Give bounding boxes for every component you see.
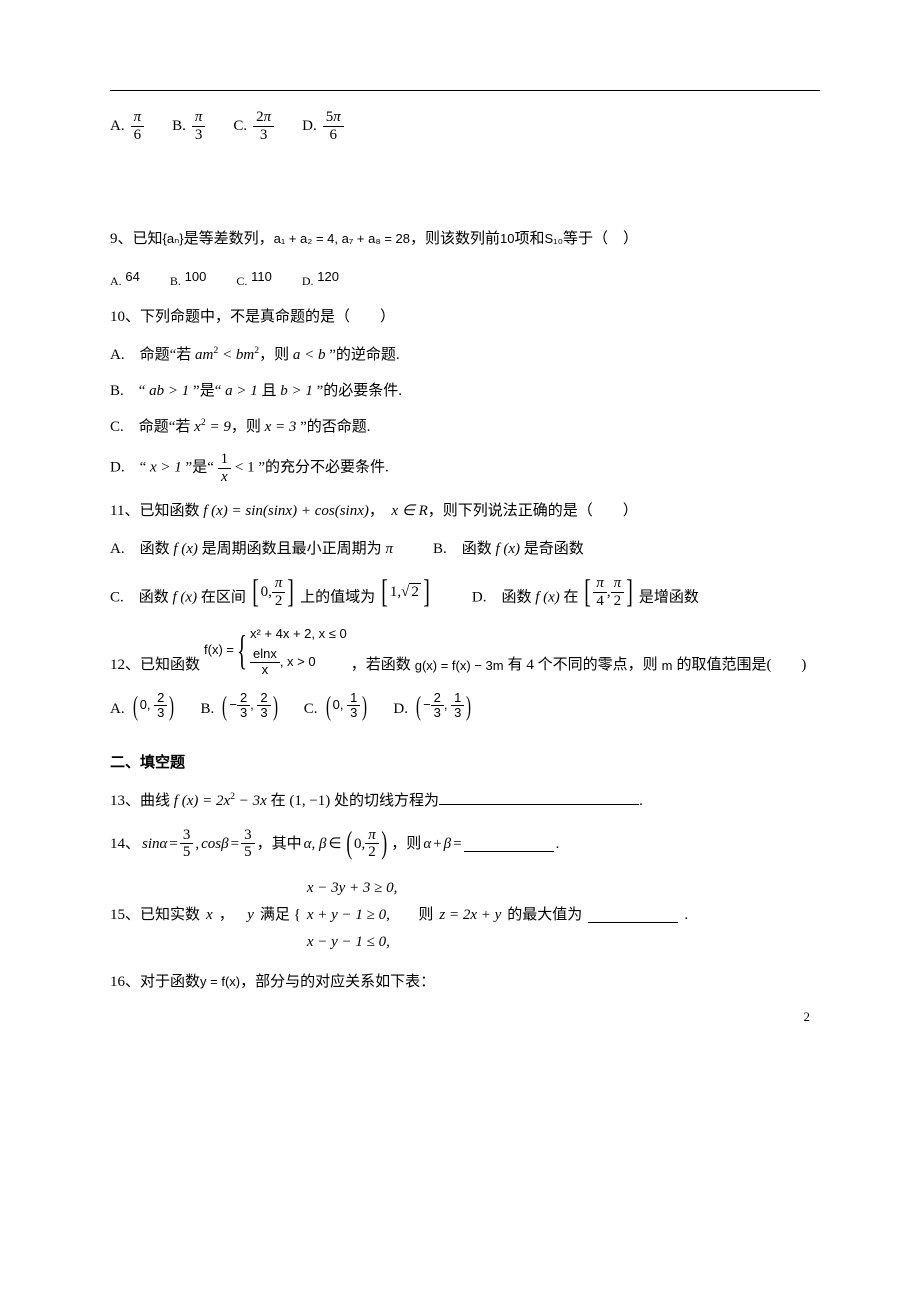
q9-stem: 9、已知{aₙ}是等差数列，a₁ + a₂ = 4, a₇ + a₈ = 28，…: [110, 227, 820, 251]
blank: [588, 907, 678, 923]
q11-d: D. 函数 f (x) 在 [π4, π2] 是增函数: [472, 575, 699, 609]
blank: [439, 789, 639, 805]
q11-row-cd: C. 函数 f (x) 在区间 [0, π2] 上的值域为 [1, √2] D.…: [110, 575, 820, 609]
opt-label: A.: [110, 114, 125, 138]
q12-opt-a: A. (0, 23): [110, 691, 176, 721]
q8-opt-d: D. 5π6: [302, 109, 344, 143]
q8-opt-a: A. π6: [110, 109, 144, 143]
q11-c: C. 函数 f (x) 在区间 [0, π2] 上的值域为 [1, √2]: [110, 575, 432, 609]
q12-stem: 12、已知函数 f(x) = { x² + 4x + 2, x ≤ 0 elnx…: [110, 624, 820, 677]
q9-opt-b: B. 100: [170, 265, 206, 291]
q9-opt-a: A. 64: [110, 265, 140, 291]
q10-a: A. 命题“若 am2 < bm2，则 a < b ”的逆命题.: [110, 343, 820, 367]
q10-c: C. 命题“若 x2 = 9，则 x = 3 ”的否命题.: [110, 415, 820, 439]
q12-options: A. (0, 23) B. (−23, 23) C. (0, 13) D. (−…: [110, 691, 820, 721]
q10-d: D. “ x > 1 ”是“ 1x < 1 ”的充分不必要条件.: [110, 451, 820, 485]
q12-opt-d: D. (−23, 13): [393, 691, 473, 721]
q16: 16、对于函数y = f(x)，部分与的对应关系如下表：: [110, 970, 820, 994]
q8-options: A. π6 B. π3 C. 2π3 D. 5π6: [110, 109, 820, 143]
q11-stem: 11、已知函数 f (x) = sin(sinx) + cos(sinx)， x…: [110, 499, 820, 523]
blank: [464, 836, 554, 852]
section-2-title: 二、填空题: [110, 751, 820, 775]
q8-opt-b: B. π3: [172, 109, 205, 143]
q11-row-ab: A. 函数 f (x) 是周期函数且最小正周期为 π B. 函数 f (x) 是…: [110, 537, 820, 561]
page-number: 2: [804, 1007, 811, 1028]
q14: 14、 sinα = 35, cosβ = 35 ，其中 α, β ∈ (0, …: [110, 827, 820, 861]
q9-options: A. 64 B. 100 C. 110 D. 120: [110, 265, 820, 291]
q12-opt-b: B. (−23, 23): [200, 691, 279, 721]
opt-label: B.: [172, 114, 186, 138]
q9-opt-c: C. 110: [236, 265, 272, 291]
q11-b: B. 函数 f (x) 是奇函数: [433, 537, 584, 561]
q11-a: A. 函数 f (x) 是周期函数且最小正周期为 π: [110, 537, 393, 561]
q13: 13、曲线 f (x) = 2x2 − 3x 在 (1, −1) 处的切线方程为…: [110, 789, 820, 813]
opt-label: D.: [302, 114, 317, 138]
q12-opt-c: C. (0, 13): [304, 691, 370, 721]
q10-stem: 10、下列命题中，不是真命题的是（ ）: [110, 305, 820, 329]
q8-opt-c: C. 2π3: [233, 109, 274, 143]
q10-b: B. “ ab > 1 ”是“ a > 1 且 b > 1 ”的必要条件.: [110, 379, 820, 403]
top-rule: [110, 90, 820, 91]
q9-opt-d: D. 120: [302, 265, 339, 291]
q15: 15、已知实数 x， y 满足 { x − 3y + 3 ≥ 0, x + y …: [110, 875, 820, 956]
opt-label: C.: [233, 114, 247, 138]
